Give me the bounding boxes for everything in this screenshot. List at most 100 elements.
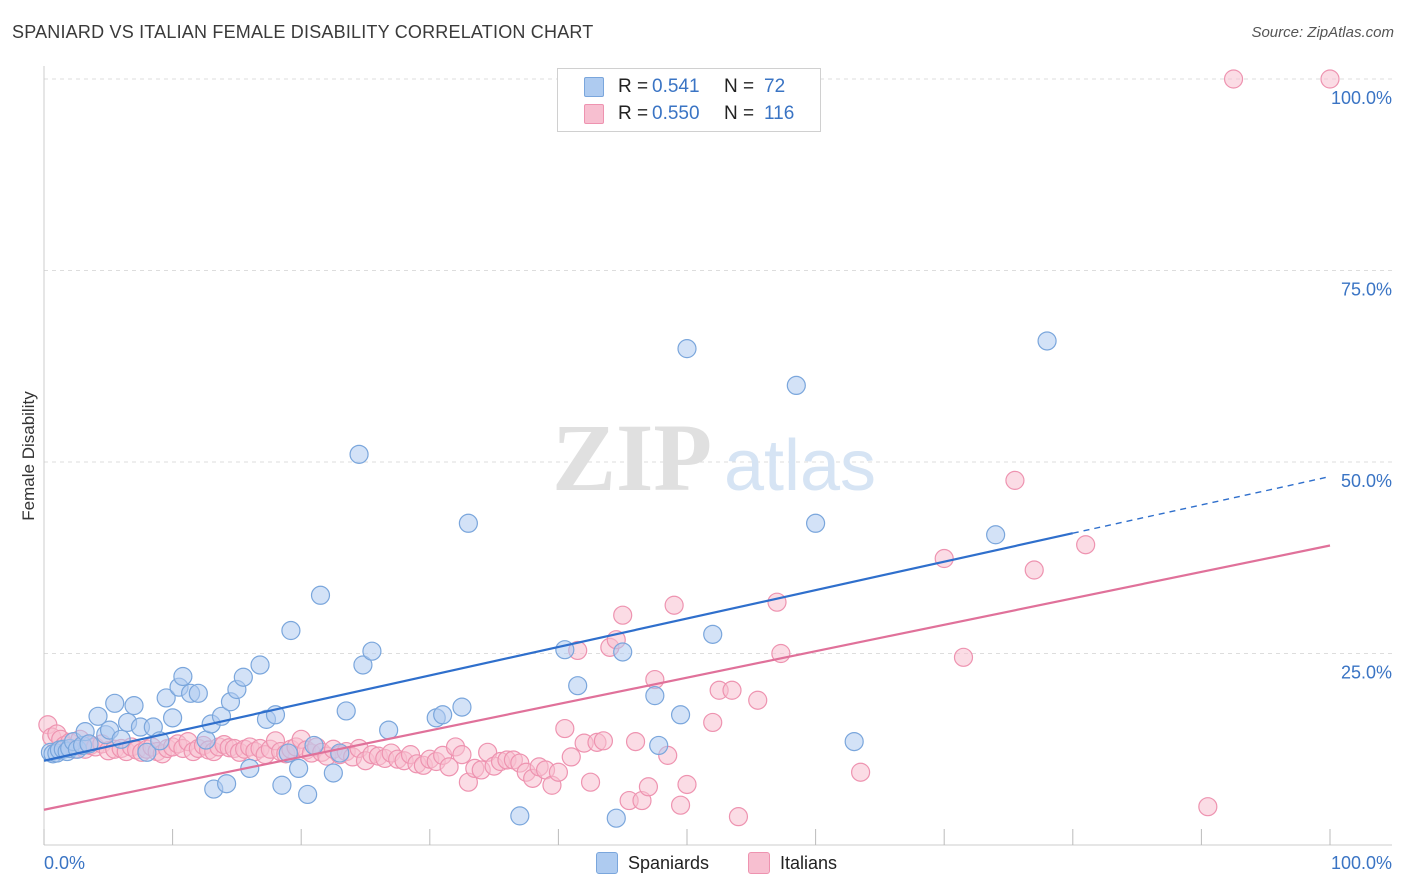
legend-row-spaniards: R = 0.541 N = 72 <box>584 75 785 99</box>
legend-label-italians: Italians <box>780 852 838 873</box>
italian-point <box>748 690 768 710</box>
x-tick-label: 100.0% <box>1331 853 1392 873</box>
source-note: Source: ZipAtlas.com <box>1251 24 1394 41</box>
spaniard-point <box>289 758 309 779</box>
watermark: ZIP atlas <box>552 404 876 511</box>
spaniard-point <box>379 720 399 740</box>
watermark-zip: ZIP <box>552 404 712 511</box>
legend-label-spaniards: Spaniards <box>628 852 710 873</box>
spaniard-point <box>298 784 318 805</box>
italian-point <box>561 747 581 767</box>
x-tick-label: 0.0% <box>44 853 85 873</box>
spaniard-point <box>458 513 478 533</box>
spaniard-point <box>703 624 723 644</box>
spaniard-point <box>250 655 270 675</box>
italian-point <box>703 712 723 733</box>
spaniard-point <box>613 642 633 662</box>
italian-point <box>1198 797 1218 817</box>
spaniard-point <box>452 697 472 717</box>
spaniard-point <box>79 734 99 754</box>
spaniards-legend-swatch <box>596 852 618 874</box>
spaniard-point <box>510 806 530 826</box>
spaniard-point <box>786 375 806 395</box>
spaniard-point <box>568 676 588 696</box>
italians-legend-swatch <box>748 852 770 874</box>
spaniard-point <box>805 513 826 533</box>
spaniard-point <box>433 705 453 725</box>
series-legend: Spaniards Italians <box>0 852 1406 878</box>
italian-point <box>1024 560 1044 580</box>
grid-lines <box>44 78 1392 654</box>
spaniard-point <box>188 683 208 703</box>
spaniard-point <box>336 701 356 721</box>
spaniard-point <box>137 742 157 762</box>
correlation-legend: R = 0.541 N = 72 R = 0.550 N = 116 <box>557 68 821 132</box>
r-label: R = <box>618 76 649 97</box>
italian-point <box>1223 69 1244 89</box>
italian-point <box>625 731 646 752</box>
n-value: 116 <box>764 103 795 124</box>
spaniard-point <box>677 339 697 359</box>
spaniard-point <box>156 688 176 708</box>
spaniard-point <box>649 735 669 756</box>
spaniard-point <box>233 667 253 687</box>
n-value: 72 <box>764 76 786 97</box>
italian-point <box>953 647 974 667</box>
axes <box>43 66 1392 846</box>
italian-point <box>593 731 614 751</box>
italian-point <box>548 762 569 782</box>
spaniard-point <box>349 444 369 464</box>
italian-point <box>677 774 697 795</box>
r-value: 0.550 <box>652 103 700 124</box>
italian-point <box>851 762 871 782</box>
spaniard-point <box>281 620 301 641</box>
italian-point <box>1005 470 1025 490</box>
spaniard-point <box>173 666 193 687</box>
italian-point <box>1076 535 1096 555</box>
n-label: N = <box>724 103 755 124</box>
r-label: R = <box>618 103 649 124</box>
spaniard-point <box>323 763 343 783</box>
y-axis-label: Female Disability <box>19 391 38 521</box>
spaniards-swatch <box>584 77 604 97</box>
spaniard-point <box>196 730 216 750</box>
spaniard-point <box>606 808 626 828</box>
spaniard-point <box>844 731 864 752</box>
chart-title: SPANIARD VS ITALIAN FEMALE DISABILITY CO… <box>12 22 594 42</box>
spaniard-point <box>986 525 1006 545</box>
spaniard-point <box>1037 331 1057 351</box>
italian-point <box>1320 69 1340 89</box>
italian-point <box>439 757 459 777</box>
spaniard-point <box>217 774 237 794</box>
y-tick-label: 50.0% <box>1341 471 1392 491</box>
legend-row-italians: R = 0.550 N = 116 <box>584 102 794 126</box>
italian-point <box>638 777 659 797</box>
italian-point <box>934 548 954 569</box>
italian-point <box>767 592 787 612</box>
spaniard-point <box>645 686 665 706</box>
spaniard-point <box>670 705 691 725</box>
italian-point <box>722 680 742 700</box>
italian-point <box>613 605 633 625</box>
italian-point <box>580 772 601 792</box>
spaniards-trend-extension <box>1072 475 1331 534</box>
trend-lines <box>43 475 1331 811</box>
legend-item-spaniards: Spaniards <box>596 852 709 874</box>
r-value: 0.541 <box>652 76 700 97</box>
italian-point <box>664 595 684 615</box>
spaniard-point <box>88 706 108 726</box>
legend-item-italians: Italians <box>748 852 837 874</box>
italian-point <box>670 795 691 815</box>
tick-labels: 25.0% 50.0% 75.0% 100.0% 0.0% 100.0% <box>44 88 1392 873</box>
italian-point <box>555 718 575 739</box>
italian-point <box>728 807 749 827</box>
y-tick-label: 75.0% <box>1341 280 1392 300</box>
spaniard-point <box>163 708 183 728</box>
italians-trend-line <box>43 544 1331 811</box>
spaniard-point <box>310 585 331 605</box>
spaniard-point <box>105 693 125 713</box>
italian-point <box>452 745 472 765</box>
n-label: N = <box>724 76 755 97</box>
spaniard-point <box>124 695 144 716</box>
